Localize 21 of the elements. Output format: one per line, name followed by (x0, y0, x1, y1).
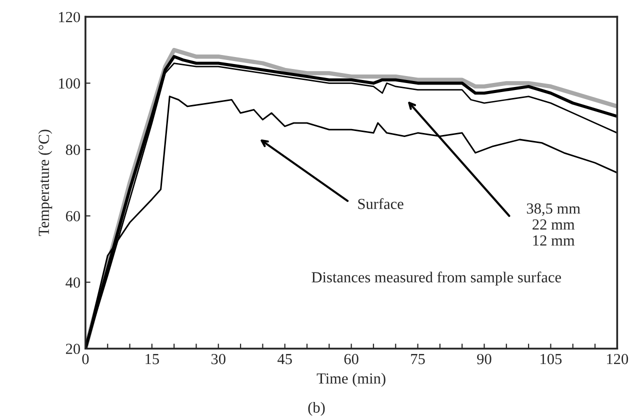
x-tick-label: 105 (540, 354, 562, 364)
annotation: Distances measured from sample surface (312, 272, 561, 286)
annotation: 38,5 mm 22 mm 12 mm (526, 203, 580, 246)
y-tick-label: 80 (66, 144, 80, 155)
annotation: Surface (358, 198, 404, 210)
y-axis-title: Temperature (°C) (38, 130, 52, 236)
x-tick-label: 90 (477, 354, 492, 364)
y-tick-label: 20 (66, 344, 80, 354)
y-tick-label: 40 (66, 277, 80, 288)
x-tick-label: 15 (146, 354, 159, 364)
y-tick-label: 60 (66, 211, 80, 222)
x-tick-label: 60 (344, 354, 358, 364)
x-tick-label: 0 (82, 354, 89, 364)
x-tick-label: 45 (278, 354, 292, 364)
x-tick-label: 75 (411, 354, 425, 364)
y-tick-label: 120 (59, 12, 80, 22)
x-tick-label: 30 (211, 354, 226, 364)
text: (b) (308, 402, 325, 416)
x-tick-label: 120 (607, 354, 628, 364)
y-tick-label: 100 (59, 78, 80, 89)
x-axis-title: Time (min) (316, 372, 386, 387)
